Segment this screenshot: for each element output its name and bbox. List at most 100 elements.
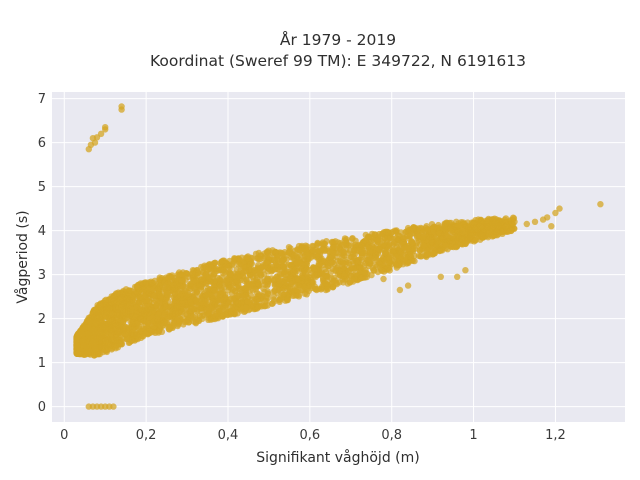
data-point xyxy=(406,251,413,258)
data-point xyxy=(184,270,191,278)
data-point xyxy=(340,279,347,286)
data-point xyxy=(129,326,136,333)
data-point xyxy=(404,224,412,232)
data-point xyxy=(261,278,269,285)
y-tick-label: 6 xyxy=(38,136,46,151)
data-point xyxy=(261,298,269,305)
data-point xyxy=(89,338,97,346)
data-point xyxy=(114,306,121,313)
x-tick-label: 0,4 xyxy=(218,428,239,443)
data-point xyxy=(357,275,364,282)
data-point xyxy=(85,324,92,331)
data-point xyxy=(393,244,401,251)
y-tick-label: 0 xyxy=(38,400,46,415)
data-point xyxy=(161,310,168,317)
data-point xyxy=(437,273,444,280)
data-point xyxy=(324,273,331,280)
data-point xyxy=(150,323,158,330)
data-point xyxy=(218,258,225,265)
data-point xyxy=(212,259,219,266)
data-point xyxy=(552,209,559,217)
data-point xyxy=(240,271,247,279)
data-point xyxy=(352,264,359,271)
data-point xyxy=(237,267,244,274)
data-point xyxy=(477,223,484,230)
data-point xyxy=(442,242,449,249)
data-point xyxy=(210,306,217,313)
data-point xyxy=(255,303,263,310)
data-point xyxy=(202,292,209,299)
data-point xyxy=(177,282,184,289)
data-point xyxy=(133,283,140,290)
x-axis-ticks: 0 0,2 0,4 0,6 0,8 1 1,2 xyxy=(60,428,566,443)
data-point xyxy=(257,256,264,263)
data-point xyxy=(332,238,339,245)
data-point xyxy=(350,254,357,261)
data-point xyxy=(190,277,197,285)
data-point xyxy=(188,307,195,315)
data-point xyxy=(74,343,81,350)
data-point xyxy=(102,337,109,345)
data-point xyxy=(92,319,99,327)
data-point xyxy=(404,282,412,289)
data-point xyxy=(246,299,253,306)
data-point xyxy=(165,325,173,333)
data-point xyxy=(462,267,469,274)
data-point xyxy=(287,262,295,270)
data-point xyxy=(400,258,407,265)
chart-title-line-2: Koordinat (Sweref 99 TM): E 349722, N 61… xyxy=(150,52,526,70)
data-point xyxy=(341,272,348,279)
data-point xyxy=(181,287,188,295)
data-point xyxy=(329,244,336,251)
data-point xyxy=(124,295,131,302)
data-point xyxy=(231,255,238,262)
data-point xyxy=(459,236,466,243)
data-point xyxy=(411,257,418,265)
data-point xyxy=(200,268,207,276)
data-point xyxy=(133,304,140,311)
data-point xyxy=(454,222,462,229)
data-point xyxy=(175,272,182,279)
data-point xyxy=(118,103,125,110)
data-point xyxy=(246,287,254,294)
data-point xyxy=(434,224,441,232)
data-point xyxy=(139,333,147,340)
chart-title-line-1: År 1979 - 2019 xyxy=(280,30,396,49)
data-point xyxy=(396,286,404,294)
data-point xyxy=(468,232,475,239)
data-point xyxy=(291,251,298,259)
data-point xyxy=(222,305,229,312)
data-point xyxy=(205,274,212,281)
data-point xyxy=(193,289,201,296)
data-point xyxy=(430,250,437,258)
data-point xyxy=(454,227,462,235)
data-point xyxy=(116,340,123,348)
data-point xyxy=(107,333,114,340)
data-point xyxy=(110,403,117,410)
data-point xyxy=(153,315,160,322)
data-point xyxy=(418,253,425,260)
data-point xyxy=(313,271,321,278)
data-point xyxy=(280,263,287,271)
data-point xyxy=(409,239,416,246)
data-point xyxy=(319,277,327,285)
data-point xyxy=(400,244,408,251)
data-point xyxy=(173,317,181,324)
data-point xyxy=(234,299,242,307)
data-point xyxy=(340,249,348,256)
data-point xyxy=(314,253,322,260)
data-point xyxy=(101,343,109,350)
data-point xyxy=(491,215,498,222)
data-point xyxy=(319,240,326,247)
data-point xyxy=(372,231,379,238)
data-point xyxy=(142,281,149,288)
data-point xyxy=(164,275,172,282)
data-point xyxy=(556,205,563,212)
data-point xyxy=(189,313,197,321)
data-point xyxy=(217,291,224,298)
data-point xyxy=(120,302,127,309)
data-point xyxy=(424,226,431,233)
data-point xyxy=(400,234,408,242)
data-point xyxy=(205,265,212,273)
